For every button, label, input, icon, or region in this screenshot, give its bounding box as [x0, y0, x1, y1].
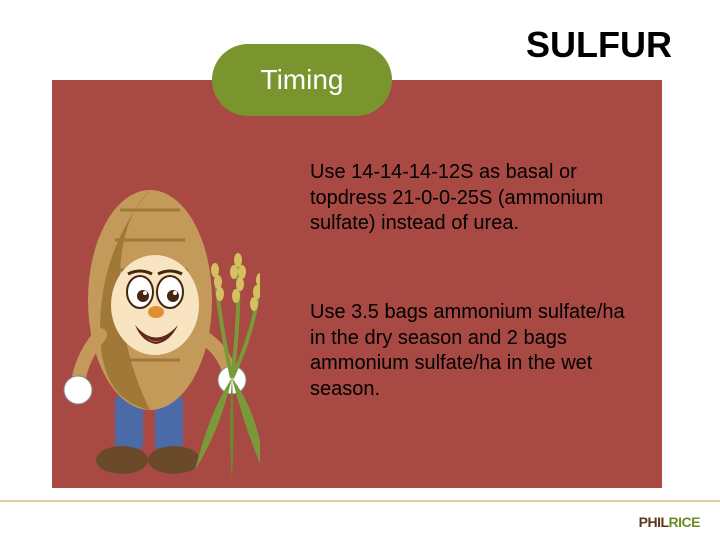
footer-divider: [0, 500, 720, 502]
logo-rice: RICE: [669, 514, 700, 530]
slide: SULFUR Timing Use 14-14-14-12S as basal …: [0, 0, 720, 540]
paragraph-1: Use 14-14-14-12S as basal or topdress 21…: [310, 160, 640, 237]
timing-pill: Timing: [212, 44, 392, 116]
page-title: SULFUR: [526, 24, 672, 66]
paragraph-2: Use 3.5 bags ammonium sulfate/ha in the …: [310, 300, 640, 402]
logo-phil: PHIL: [639, 514, 669, 530]
philrice-logo: PHILRICE: [639, 514, 700, 530]
mascot-svg: [60, 150, 260, 490]
timing-label: Timing: [261, 64, 344, 96]
mascot-wheat-character: [60, 150, 260, 490]
